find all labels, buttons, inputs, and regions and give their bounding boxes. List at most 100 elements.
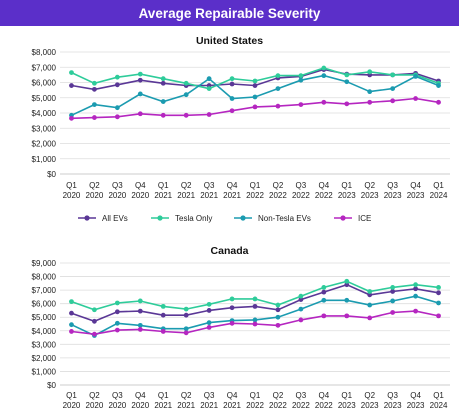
data-point-all-evs: [206, 308, 212, 313]
data-point-all-evs: [390, 289, 396, 294]
x-tick-quarter: Q1: [250, 391, 261, 400]
data-point-non-tesla-evs: [367, 89, 373, 95]
data-point-tesla-only: [275, 302, 281, 308]
data-point-ice: [367, 315, 373, 321]
x-tick-quarter: Q4: [135, 181, 146, 190]
data-point-all-evs: [413, 286, 418, 292]
data-point-tesla-only: [229, 296, 235, 302]
data-point-non-tesla-evs: [275, 314, 281, 320]
x-tick-year: 2021: [177, 191, 195, 200]
data-point-tesla-only: [69, 70, 74, 75]
data-point-ice: [413, 96, 418, 101]
data-point-ice: [137, 327, 143, 332]
data-point-all-evs: [92, 86, 97, 92]
data-point-non-tesla-evs: [344, 79, 350, 85]
data-point-ice: [344, 313, 350, 319]
x-tick-year: 2020: [86, 191, 104, 200]
data-point-all-evs: [69, 310, 74, 316]
legend-swatch-marker: [84, 215, 90, 221]
data-point-tesla-only: [298, 293, 304, 299]
data-point-tesla-only: [206, 301, 212, 307]
data-point-ice: [92, 331, 97, 337]
data-point-ice: [183, 112, 189, 118]
data-point-ice: [252, 321, 258, 327]
data-point-non-tesla-evs: [137, 322, 143, 328]
y-tick-label: $1,000: [32, 155, 57, 164]
data-point-non-tesla-evs: [69, 322, 74, 328]
data-point-non-tesla-evs: [114, 320, 120, 326]
x-tick-year: 2022: [315, 191, 333, 200]
x-tick-quarter: Q2: [364, 391, 375, 400]
x-tick-quarter: Q2: [89, 391, 100, 400]
legend-item-ice: ICE: [334, 214, 371, 223]
y-tick-label: $1,000: [32, 367, 57, 376]
data-point-tesla-only: [183, 80, 189, 86]
y-tick-label: $7,000: [32, 286, 57, 295]
data-point-ice: [114, 114, 120, 120]
legend-item-tesla-only: Tesla Only: [151, 214, 212, 223]
chart-title: United States: [196, 35, 263, 47]
x-tick-year: 2020: [131, 191, 149, 200]
x-tick-year: 2023: [407, 191, 425, 200]
data-point-tesla-only: [390, 72, 396, 78]
legend-label: ICE: [358, 214, 371, 223]
data-point-all-evs: [367, 292, 373, 298]
x-tick-quarter: Q4: [318, 391, 329, 400]
x-tick-quarter: Q3: [112, 391, 123, 400]
x-tick-quarter: Q1: [341, 181, 352, 190]
x-tick-quarter: Q1: [341, 391, 352, 400]
x-tick-year: 2023: [384, 191, 402, 200]
data-point-non-tesla-evs: [367, 302, 373, 308]
data-point-ice: [160, 112, 166, 118]
data-point-tesla-only: [344, 278, 350, 284]
data-point-tesla-only: [298, 73, 304, 79]
y-tick-label: $5,000: [32, 313, 57, 322]
data-point-tesla-only: [321, 65, 327, 71]
y-tick-label: $8,000: [32, 273, 57, 282]
y-tick-label: $6,000: [32, 79, 57, 88]
data-point-non-tesla-evs: [436, 83, 441, 88]
data-point-non-tesla-evs: [298, 306, 304, 312]
data-point-ice: [206, 324, 212, 330]
data-point-all-evs: [137, 308, 143, 314]
data-point-non-tesla-evs: [114, 105, 120, 111]
x-tick-quarter: Q1: [66, 181, 77, 190]
data-point-ice: [321, 99, 327, 105]
x-tick-quarter: Q4: [410, 391, 421, 400]
data-point-non-tesla-evs: [206, 76, 212, 82]
data-point-tesla-only: [114, 300, 120, 306]
data-point-ice: [298, 102, 304, 108]
data-point-ice: [436, 313, 441, 319]
data-point-non-tesla-evs: [252, 94, 258, 100]
x-tick-quarter: Q2: [273, 391, 284, 400]
data-point-non-tesla-evs: [92, 102, 97, 108]
data-point-all-evs: [137, 77, 143, 83]
data-point-all-evs: [252, 303, 258, 309]
data-point-tesla-only: [413, 282, 418, 288]
x-tick-year: 2023: [384, 401, 402, 409]
data-point-non-tesla-evs: [344, 297, 350, 303]
data-point-tesla-only: [436, 285, 441, 290]
data-point-ice: [137, 111, 143, 117]
y-tick-label: $7,000: [32, 63, 57, 72]
data-point-all-evs: [114, 82, 120, 88]
x-tick-year: 2024: [430, 401, 448, 409]
x-tick-quarter: Q4: [227, 391, 238, 400]
x-tick-year: 2021: [223, 401, 241, 409]
x-tick-year: 2022: [269, 401, 287, 409]
data-point-all-evs: [344, 282, 350, 288]
x-tick-quarter: Q1: [158, 391, 169, 400]
x-tick-year: 2022: [246, 401, 264, 409]
data-point-non-tesla-evs: [137, 91, 143, 97]
x-tick-year: 2023: [361, 401, 379, 409]
data-point-ice: [229, 320, 235, 326]
data-point-non-tesla-evs: [206, 320, 212, 326]
legend-item-non-tesla-evs: Non-Tesla EVs: [234, 214, 311, 223]
y-tick-label: $3,000: [32, 124, 57, 133]
chart-canada: Canada $0 $1,000 $2,000 $3,000 $4,000 $5,000 $6…: [32, 245, 450, 409]
x-tick-year: 2021: [154, 401, 172, 409]
data-point-ice: [390, 98, 396, 104]
data-point-ice: [367, 99, 373, 105]
x-tick-quarter: Q3: [296, 181, 307, 190]
data-point-all-evs: [298, 297, 304, 302]
